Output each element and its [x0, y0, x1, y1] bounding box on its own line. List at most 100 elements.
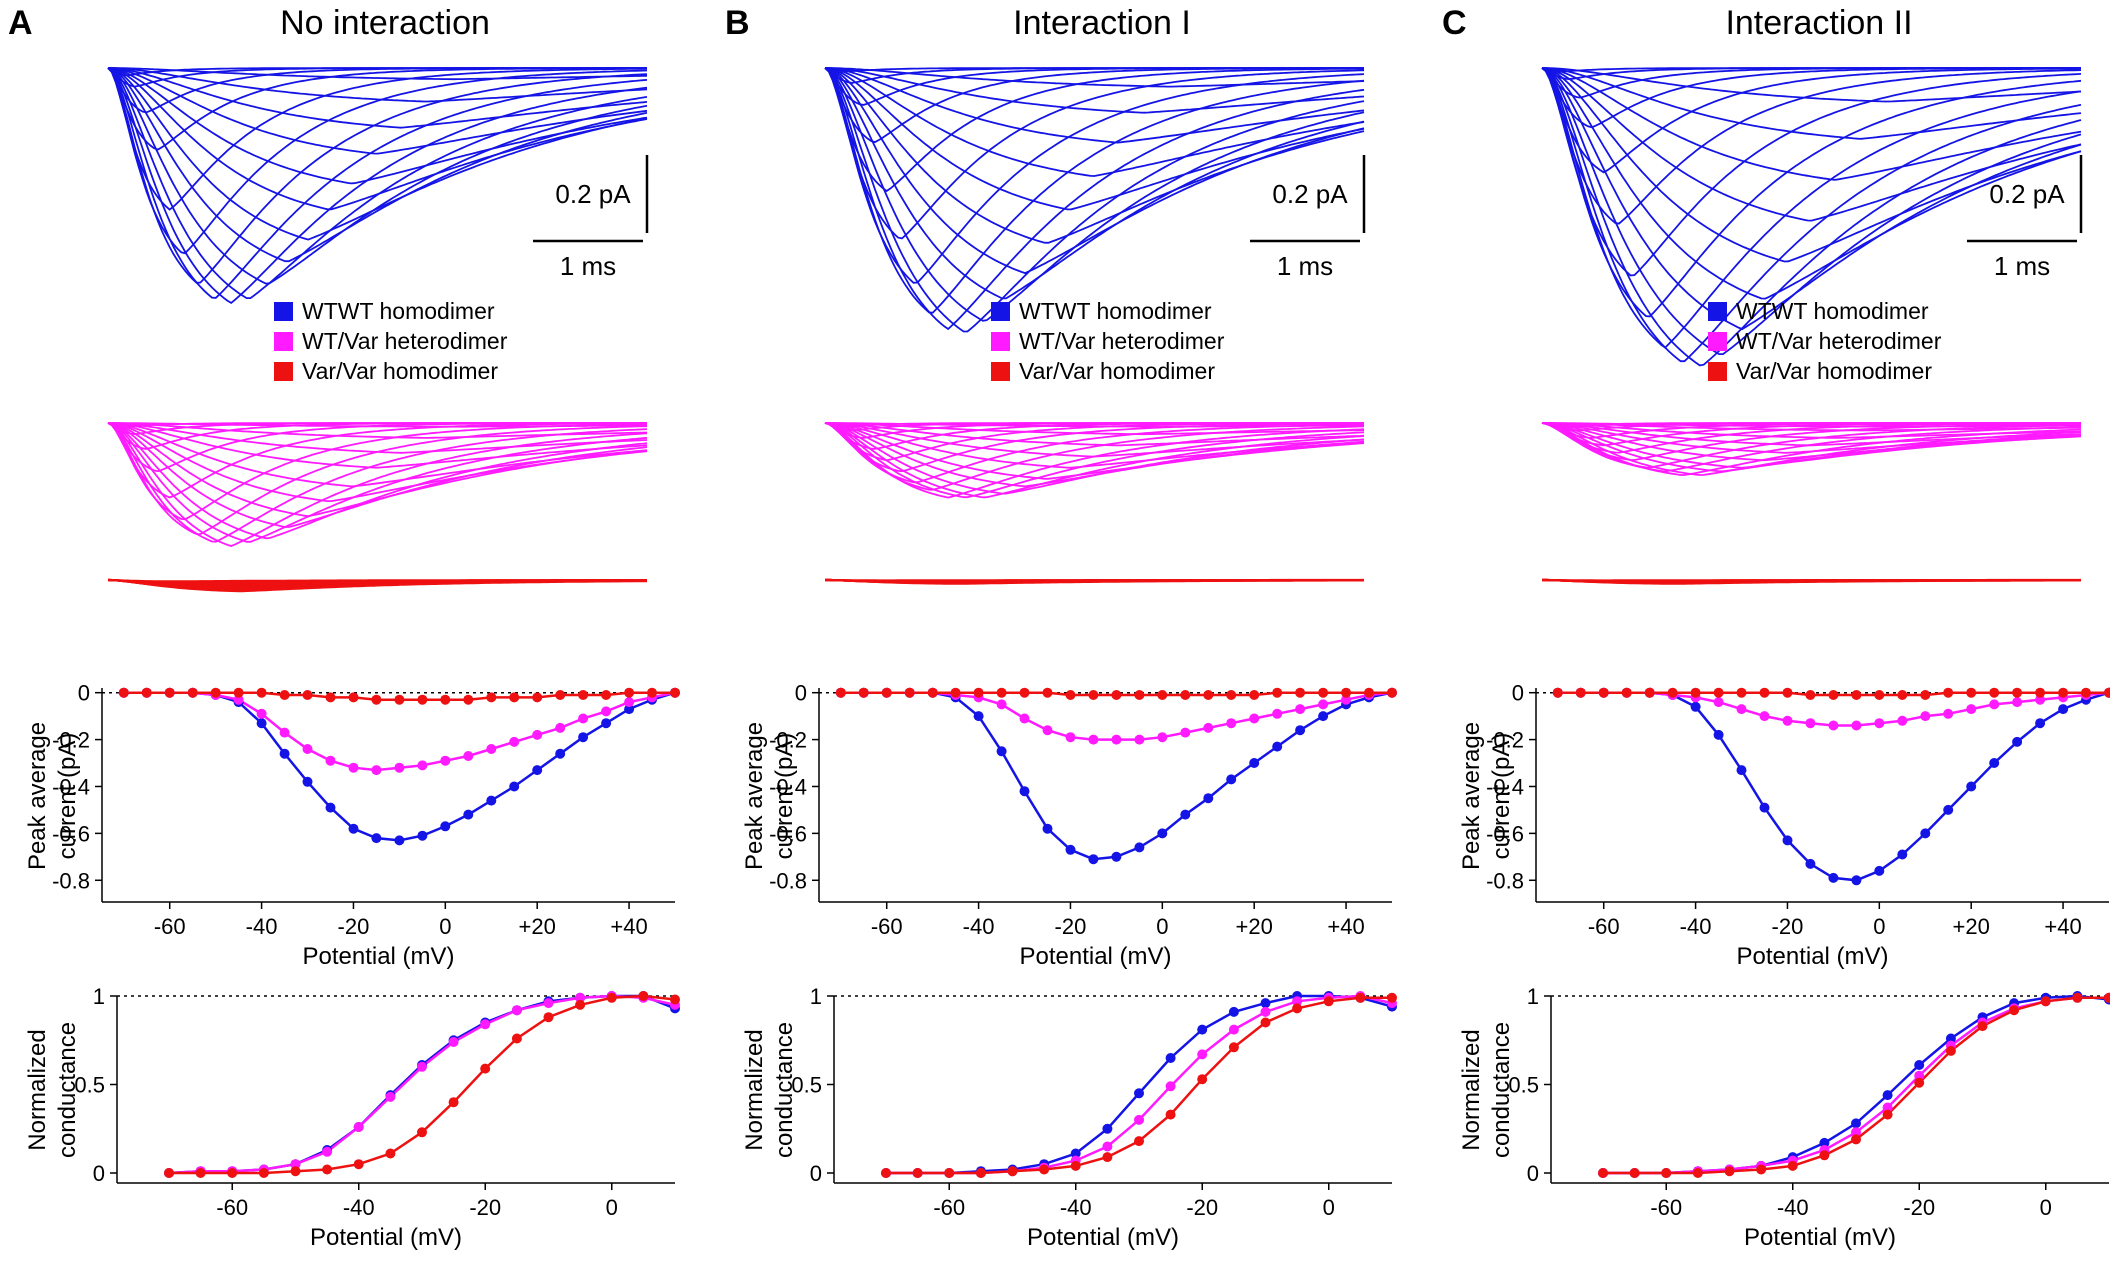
iv-data-point [1713, 697, 1724, 708]
gv-data-point [1882, 1109, 1893, 1120]
wt-current-trace [1542, 67, 2082, 103]
iv-data-point [348, 692, 359, 703]
het-current-trace [108, 422, 648, 439]
iv-data-point [858, 687, 869, 698]
iv-data-point [1111, 851, 1122, 862]
iv-ylabel: Peak average current (pA) [24, 722, 81, 870]
legend-label: WTWT homodimer [302, 298, 495, 324]
iv-data-point [1065, 690, 1076, 700]
gv-data-point [1945, 1033, 1956, 1044]
iv-y-tick-label: -0.4 [52, 774, 90, 799]
wt-current-trace [107, 67, 648, 304]
gv-data-point [417, 1061, 427, 1072]
gv-x-tick-label: -40 [1777, 1195, 1809, 1220]
legend-label: Var/Var homodimer [302, 358, 498, 384]
legend-swatch [991, 332, 1010, 351]
gv-series-line [886, 994, 1393, 1175]
gv-data-point [543, 998, 554, 1009]
iv-data-point [1088, 854, 1099, 865]
legend-swatch [1708, 332, 1727, 351]
gv-data-point [1787, 1160, 1798, 1171]
wt-current-trace [824, 67, 1365, 331]
iv-data-point [1759, 711, 1770, 722]
gv-data-point [944, 1168, 955, 1178]
gv-x-tick-label: 0 [606, 1195, 618, 1220]
scale-bar-time-label: 1 ms [1277, 251, 1333, 281]
iv-data-point [1874, 718, 1885, 729]
iv-data-point [463, 809, 474, 820]
iv-data-point [233, 687, 244, 698]
gv-x-tick-label: 0 [1323, 1195, 1335, 1220]
iv-y-tick-label: -0.2 [1486, 728, 1524, 753]
gv-data-point [1102, 1141, 1113, 1152]
current-traces [1541, 67, 2082, 585]
het-current-trace [107, 422, 648, 540]
iv-data-point [1134, 734, 1145, 745]
iv-data-point [325, 802, 336, 813]
gv-y-tick-label: 0.5 [791, 1073, 822, 1098]
iv-data-point [1690, 687, 1701, 698]
gv-data-point [290, 1159, 301, 1170]
gv-data-point [195, 1168, 206, 1178]
het-current-trace [825, 422, 1365, 436]
iv-data-point [1042, 823, 1053, 834]
iv-data-point [463, 751, 474, 761]
iv-data-point [279, 748, 290, 759]
legend-label: WTWT homodimer [1736, 298, 1929, 324]
iv-x-tick-label: -40 [246, 914, 278, 939]
iv-x-tick-label: +20 [1236, 914, 1273, 939]
gv-data-point [1292, 996, 1303, 1007]
iv-data-point [835, 687, 846, 698]
wt-current-trace [1541, 67, 2082, 349]
iv-data-point [996, 699, 1007, 710]
iv-y-tick-label: -0.4 [1486, 774, 1524, 799]
wt-current-trace [1541, 67, 2082, 331]
het-current-trace [824, 422, 1365, 491]
var-current-trace [1542, 578, 2081, 585]
gv-data-point [1756, 1164, 1767, 1175]
gv-ylabel-line2: conductance [1488, 1022, 1515, 1158]
gv-data-point [1819, 1150, 1830, 1161]
iv-data-point [996, 687, 1007, 698]
iv-data-point [532, 692, 543, 703]
het-current-trace [107, 422, 648, 488]
panel-title: Interaction I [1013, 4, 1191, 42]
iv-data-point [1966, 687, 1977, 698]
iv-x-tick-label: 0 [439, 914, 451, 939]
iv-data-point [1805, 858, 1816, 869]
gv-data-point [480, 1019, 491, 1030]
iv-data-point [1598, 687, 1609, 698]
gv-ylabel-line2: conductance [54, 1022, 81, 1158]
gv-data-point [1260, 1006, 1271, 1017]
gv-data-point [2009, 1005, 2020, 1016]
iv-data-point [1111, 690, 1122, 700]
iv-data-point [394, 694, 405, 705]
gv-data-point [1165, 1081, 1176, 1092]
iv-data-point [1226, 718, 1237, 729]
scale-bar: 0.2 pA 1 ms [1967, 155, 2083, 281]
wt-current-trace [107, 67, 648, 211]
gv-data-point [1102, 1152, 1113, 1163]
iv-data-point [509, 692, 520, 703]
iv-data-point [2058, 687, 2069, 698]
gv-data-point [1070, 1148, 1081, 1159]
iv-data-point [1943, 804, 1954, 815]
iv-data-point [2058, 704, 2069, 715]
gv-data-point [1851, 1127, 1861, 1138]
iv-xlabel: Potential (mV) [302, 943, 454, 970]
iv-data-point [1943, 708, 1954, 719]
iv-data-point [950, 687, 961, 698]
iv-data-point [1134, 690, 1145, 700]
iv-data-point [1065, 732, 1076, 743]
iv-data-point [1920, 828, 1931, 839]
iv-data-point [1989, 687, 2000, 698]
iv-y-tick-label: -0.6 [769, 821, 807, 846]
iv-data-point [1851, 720, 1862, 731]
iv-ylabel: Peak average current (pA) [1458, 722, 1515, 870]
gv-data-point [1914, 1070, 1925, 1081]
iv-data-point [1575, 687, 1586, 698]
het-current-trace [1541, 422, 2081, 454]
wt-current-trace [824, 67, 1365, 144]
